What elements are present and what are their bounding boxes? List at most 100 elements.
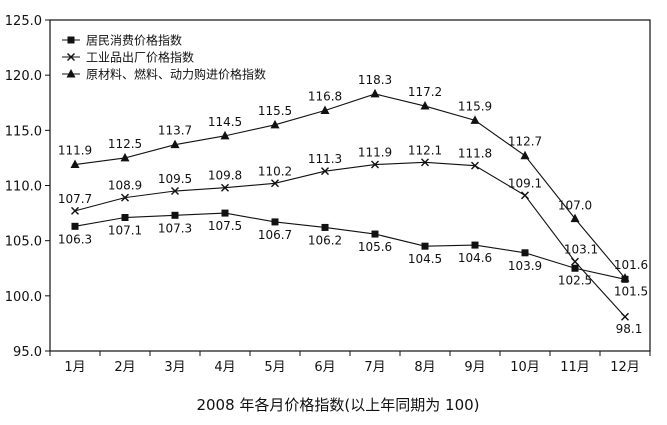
x-tick-label: 9月 <box>464 360 485 375</box>
y-tick-label: 105.0 <box>5 235 42 250</box>
legend-box <box>58 29 304 84</box>
series-1-point <box>421 158 429 167</box>
data-label: 107.0 <box>558 199 592 213</box>
data-label: 104.5 <box>408 252 442 266</box>
series-0-point <box>521 249 529 257</box>
series-1-point <box>571 257 579 266</box>
data-label: 115.5 <box>258 104 292 118</box>
data-label: 116.8 <box>308 89 342 103</box>
series-markers <box>70 88 630 321</box>
series-2-point <box>370 88 380 98</box>
series-1-point <box>471 161 479 170</box>
series-0-point <box>171 211 179 219</box>
legend-label: 居民消费价格指数 <box>86 33 182 48</box>
y-axis: 95.0 100.0 105.0 110.0 115.0 120.0 125.0 <box>5 14 50 360</box>
series-0-point <box>71 222 79 230</box>
data-label: 106.2 <box>308 233 342 247</box>
data-label: 117.2 <box>408 85 442 99</box>
data-label: 107.1 <box>108 223 142 237</box>
series-1-point <box>71 206 79 215</box>
data-label: 113.7 <box>158 124 192 138</box>
series-2-point <box>320 105 330 114</box>
x-tick-label: 4月 <box>214 360 235 375</box>
data-label: 112.7 <box>508 135 542 149</box>
series-line-1 <box>74 161 626 318</box>
x-tick-label: 10月 <box>510 360 540 375</box>
series-1-point <box>321 167 329 176</box>
data-label: 105.6 <box>358 240 392 254</box>
series-1-point <box>221 183 229 192</box>
data-label: 106.3 <box>58 232 92 246</box>
x-tick-label: 3月 <box>164 360 185 375</box>
x-tick-label: 1月 <box>64 360 85 375</box>
series-lines <box>74 93 626 318</box>
data-label: 109.1 <box>508 176 542 190</box>
series-2-point <box>570 213 580 223</box>
series-0-point <box>221 209 229 217</box>
x-tick-label: 11月 <box>560 360 590 375</box>
data-label: 107.7 <box>58 192 92 206</box>
y-tick-label: 120.0 <box>5 69 42 84</box>
series-2-point <box>270 119 280 129</box>
data-label: 112.5 <box>108 137 142 151</box>
data-label: 108.9 <box>108 179 142 193</box>
chart-title: 2008 年各月价格指数(以上年同期为 100) <box>196 396 479 414</box>
series-2-point <box>120 152 130 162</box>
series-line-0 <box>74 212 626 280</box>
series-line-2 <box>74 93 626 279</box>
series-2-point <box>520 150 530 160</box>
data-label: 98.1 <box>616 322 643 336</box>
data-label: 101.6 <box>614 258 648 272</box>
data-label: 107.5 <box>208 219 242 233</box>
data-label: 103.9 <box>508 259 542 273</box>
data-label: 103.1 <box>564 243 598 257</box>
series-0-point <box>271 218 279 226</box>
data-label: 112.1 <box>408 143 442 157</box>
y-tick-label: 100.0 <box>5 290 42 305</box>
series-0-point <box>421 242 429 250</box>
series-0-point <box>571 264 579 272</box>
series-0-point <box>371 230 379 238</box>
legend-label: 工业品出厂价格指数 <box>86 50 194 65</box>
series-2-point <box>620 273 630 282</box>
series-2-point <box>70 159 80 169</box>
y-tick-label: 125.0 <box>5 14 42 29</box>
x-tick-label: 6月 <box>314 360 335 375</box>
data-label: 109.8 <box>208 169 242 183</box>
legend-marker <box>67 36 75 44</box>
y-tick-label: 115.0 <box>5 124 42 139</box>
data-label: 101.5 <box>614 284 648 298</box>
data-label: 107.3 <box>158 221 192 235</box>
data-label: 114.5 <box>208 115 242 129</box>
series-1-point <box>371 160 379 169</box>
series-2-point <box>420 101 430 110</box>
series-1-point <box>121 193 129 202</box>
legend-marker <box>67 53 75 61</box>
x-tick-label: 5月 <box>264 360 285 375</box>
data-label: 115.9 <box>458 99 492 113</box>
data-label: 118.3 <box>358 73 392 87</box>
y-tick-label: 110.0 <box>5 180 42 195</box>
series-2-point <box>220 130 230 140</box>
data-label: 111.3 <box>308 152 342 166</box>
series-1-point <box>521 191 529 200</box>
legend-marker <box>66 69 76 78</box>
data-label: 104.6 <box>458 251 492 265</box>
x-tick-label: 2月 <box>114 360 135 375</box>
data-label: 109.5 <box>158 172 192 186</box>
data-labels: 106.3 107.1 107.3 107.5 106.7 106.2 105.6 104.5… <box>58 73 648 336</box>
series-0-point <box>471 241 479 249</box>
y-tick-label: 95.0 <box>13 345 42 360</box>
series-2-point <box>170 139 180 149</box>
x-tick-label: 8月 <box>414 360 435 375</box>
series-1-point <box>271 179 279 188</box>
series-0-point <box>121 213 129 221</box>
data-label: 111.8 <box>458 147 492 161</box>
data-label: 102.5 <box>558 273 592 287</box>
data-label: 111.9 <box>358 146 392 160</box>
data-label: 110.2 <box>258 164 292 178</box>
series-1-point <box>171 187 179 196</box>
legend-label: 原材料、燃料、动力购进价格指数 <box>86 67 266 82</box>
